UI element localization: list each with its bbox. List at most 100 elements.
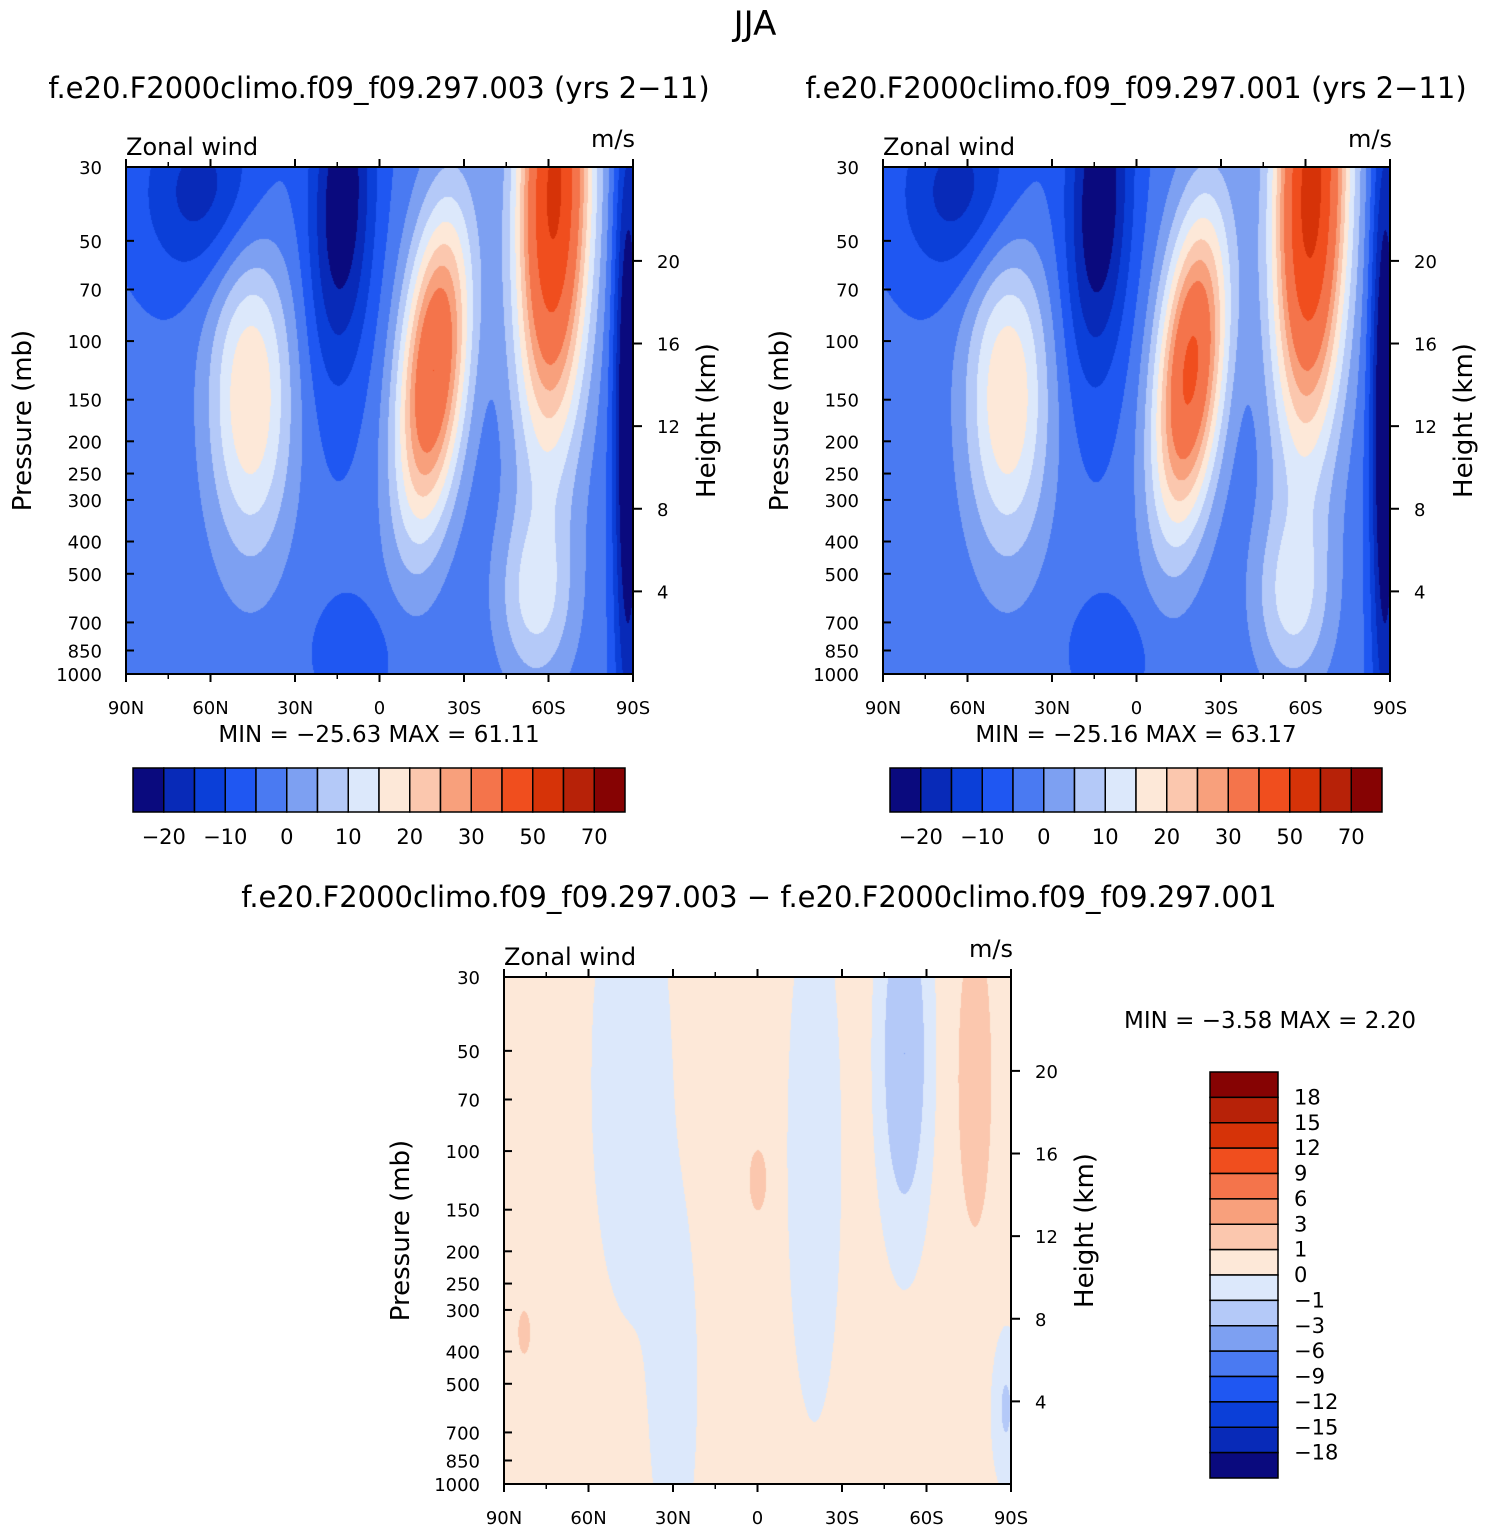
y-tick-label: 300 xyxy=(68,491,102,512)
colorbar-swatch xyxy=(255,767,288,813)
colorbar-tick-label: 30 xyxy=(1215,825,1242,849)
colorbar-swatch xyxy=(1209,1223,1279,1251)
colorbar-swatch xyxy=(1073,767,1106,813)
x-tick-label: 60S xyxy=(531,698,565,719)
right-tick-label: 8 xyxy=(657,500,668,521)
x-tick-label: 90N xyxy=(486,1508,522,1529)
x-tick-label: 0 xyxy=(1131,698,1142,719)
y-tick-label: 400 xyxy=(446,1343,480,1364)
x-tick-label: 90S xyxy=(994,1508,1028,1529)
colorbar-swatch xyxy=(1350,767,1383,813)
difference-panel: f.e20.F2000climo.f09_f09.297.003 − f.e20… xyxy=(241,880,1416,1529)
y-tick-label: 850 xyxy=(825,642,859,663)
y-tick-label: 500 xyxy=(68,565,102,586)
y-tick-label: 70 xyxy=(457,1091,480,1112)
colorbar-swatch xyxy=(286,767,319,813)
y-tick-label: 700 xyxy=(446,1423,480,1444)
colorbar-swatch xyxy=(1209,1198,1279,1225)
colorbar-swatch xyxy=(1227,767,1260,813)
colorbar-tick-label: 6 xyxy=(1294,1187,1307,1211)
colorbar-tick-label: 20 xyxy=(396,825,423,849)
colorbar-tick-label: −9 xyxy=(1294,1365,1325,1389)
colorbar-tick-label: −20 xyxy=(899,825,943,849)
x-tick-label: 90N xyxy=(108,698,144,719)
min-max-label: MIN = −3.58 MAX = 2.20 xyxy=(1124,1008,1416,1034)
figure-title: JJA xyxy=(733,4,777,44)
colorbar-tick-label: −15 xyxy=(1294,1415,1338,1439)
colorbar-swatch xyxy=(1209,1401,1279,1428)
colorbar-swatch xyxy=(1104,767,1137,813)
right-tick-label: 12 xyxy=(1414,417,1437,438)
y-tick-label: 200 xyxy=(446,1242,480,1263)
colorbar-tick-label: 12 xyxy=(1294,1136,1321,1160)
colorbar-swatch xyxy=(409,767,442,813)
colorbar-tick-label: 0 xyxy=(1294,1263,1307,1287)
right-tick-label: 4 xyxy=(657,582,668,603)
contour-field xyxy=(504,977,1011,1484)
colorbar-tick-label: 50 xyxy=(519,825,546,849)
colorbar-swatch xyxy=(981,767,1014,813)
y-tick-label: 150 xyxy=(68,391,102,412)
colorbar-swatch xyxy=(1209,1274,1279,1302)
colorbar-swatch xyxy=(1209,1299,1279,1327)
y-tick-label: 700 xyxy=(825,613,859,634)
case-title: f.e20.F2000climo.f09_f09.297.003 (yrs 2−… xyxy=(48,71,709,105)
min-max-label: MIN = −25.16 MAX = 63.17 xyxy=(975,722,1296,748)
y-tick-label: 400 xyxy=(68,533,102,554)
x-tick-label: 60N xyxy=(949,698,985,719)
right-axis-label: Height (km) xyxy=(692,343,722,498)
y-tick-label: 50 xyxy=(79,232,102,253)
y-tick-label: 400 xyxy=(825,533,859,554)
colorbar-tick-label: 9 xyxy=(1294,1162,1307,1186)
case-title: f.e20.F2000climo.f09_f09.297.001 (yrs 2−… xyxy=(805,71,1466,105)
colorbar-tick-label: −20 xyxy=(142,825,186,849)
colorbar-swatch xyxy=(1209,1096,1279,1124)
y-tick-label: 100 xyxy=(825,332,859,353)
x-tick-label: 60S xyxy=(909,1508,943,1529)
colorbar-tick-label: −10 xyxy=(203,825,247,849)
y-tick-label: 200 xyxy=(825,432,859,453)
colorbar-swatch xyxy=(532,767,565,813)
colorbar-swatch xyxy=(1209,1122,1279,1149)
x-tick-label: 30N xyxy=(277,698,313,719)
x-tick-label: 0 xyxy=(752,1508,763,1529)
colorbar-swatch xyxy=(347,767,380,813)
colorbar-tick-label: 70 xyxy=(581,825,608,849)
y-tick-label: 70 xyxy=(79,281,102,302)
colorbar-tick-label: 1 xyxy=(1294,1238,1307,1262)
colorbar-swatch xyxy=(1209,1248,1279,1276)
y-tick-label: 500 xyxy=(825,565,859,586)
variable-label: Zonal wind xyxy=(504,943,636,971)
colorbar-swatch xyxy=(1209,1147,1279,1175)
colorbar-swatch xyxy=(224,767,257,813)
colorbar-tick-label: 70 xyxy=(1338,825,1365,849)
colorbar: −20 −10 0 10 20 30 50 70 xyxy=(132,767,626,849)
colorbar-swatch xyxy=(1209,1451,1279,1479)
right-tick-label: 8 xyxy=(1035,1310,1046,1331)
colorbar-swatch xyxy=(439,767,472,813)
y-axis-label: Pressure (mb) xyxy=(765,330,795,511)
right-tick-label: 12 xyxy=(1035,1227,1058,1248)
right-tick-label: 12 xyxy=(657,417,680,438)
colorbar-tick-label: −3 xyxy=(1294,1314,1325,1338)
colorbar-swatch xyxy=(1209,1426,1279,1454)
units-label: m/s xyxy=(1348,125,1392,153)
right-axis-label: Height (km) xyxy=(1070,1153,1100,1308)
colorbar-tick-label: 15 xyxy=(1294,1111,1321,1135)
x-tick-label: 90S xyxy=(616,698,650,719)
x-tick-label: 90N xyxy=(865,698,901,719)
y-tick-label: 250 xyxy=(446,1275,480,1296)
colorbar-swatch xyxy=(1209,1375,1279,1403)
colorbar-swatch xyxy=(193,767,226,813)
colorbar-swatch xyxy=(470,767,503,813)
x-tick-label: 60S xyxy=(1288,698,1322,719)
y-tick-label: 300 xyxy=(825,491,859,512)
right-tick-label: 20 xyxy=(657,252,680,273)
colorbar-swatch xyxy=(593,767,626,813)
colorbar-tick-label: 10 xyxy=(1092,825,1119,849)
colorbar-tick-label: 20 xyxy=(1153,825,1180,849)
y-tick-label: 30 xyxy=(836,158,859,179)
colorbar-swatch xyxy=(1166,767,1199,813)
colorbar-swatch xyxy=(920,767,953,813)
